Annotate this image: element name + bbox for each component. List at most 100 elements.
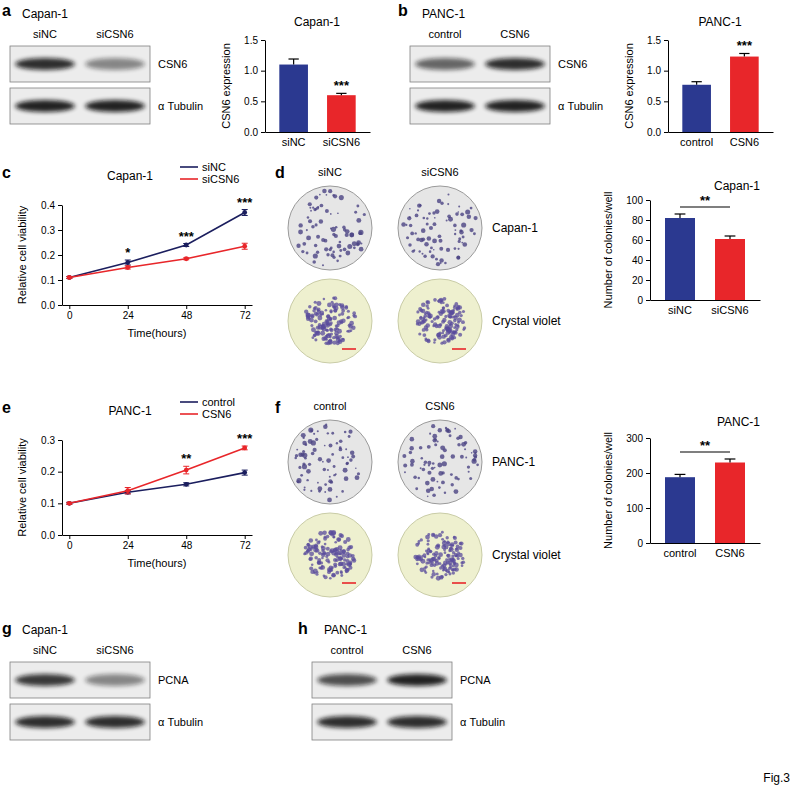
colony [454, 233, 456, 235]
tick-mark [646, 300, 650, 301]
cell [462, 310, 465, 313]
cell [342, 338, 345, 341]
cell [444, 315, 447, 318]
blot-membrane [10, 46, 150, 82]
colony [440, 445, 445, 450]
cell [315, 539, 318, 542]
colony [454, 247, 457, 250]
colony [438, 486, 441, 489]
tick-label: 0 [67, 310, 73, 321]
colony [326, 194, 328, 196]
x-axis-line [63, 535, 253, 536]
cell [453, 315, 456, 318]
cell [332, 573, 336, 577]
cell [445, 327, 449, 331]
panel-letter: d [275, 164, 285, 181]
cell [326, 341, 330, 345]
x-axis: 0244872 [63, 305, 253, 321]
cell [416, 319, 420, 323]
cell [349, 545, 353, 549]
tick-mark [58, 255, 62, 256]
colony [413, 475, 417, 479]
cell [441, 309, 446, 314]
cell [314, 330, 318, 334]
panel-letter: e [2, 399, 11, 416]
cell [433, 338, 436, 341]
band-label: α Tubulin [460, 716, 505, 728]
band-label: PCNA [158, 674, 189, 686]
cell [334, 328, 337, 331]
colony [431, 467, 434, 470]
row-label: Crystal violet [492, 314, 561, 328]
cell [436, 544, 440, 548]
tick-label: 40 [632, 255, 644, 266]
cell [426, 300, 430, 304]
colony [359, 247, 364, 252]
colony [467, 465, 470, 468]
cell [333, 558, 337, 562]
cell [330, 328, 334, 332]
cell [453, 326, 456, 329]
tick: siNC [282, 132, 306, 148]
cell [415, 555, 419, 559]
cell [457, 324, 460, 327]
cell [452, 551, 455, 554]
colony [426, 217, 428, 219]
cell [453, 568, 457, 572]
lane-label: siNC [33, 28, 57, 40]
colony [434, 443, 437, 446]
colony [427, 471, 431, 475]
cell [446, 338, 450, 342]
cell [415, 543, 419, 547]
cell [306, 543, 310, 547]
colony [423, 464, 425, 466]
error-cap [183, 473, 189, 474]
colony [461, 442, 466, 447]
cell [427, 552, 430, 555]
tick-mark [245, 305, 246, 309]
cell [318, 531, 323, 536]
cell [427, 539, 430, 542]
colony [453, 224, 457, 228]
tick: 0 [67, 535, 73, 551]
cell [329, 309, 332, 312]
colony [327, 469, 329, 471]
cell [316, 301, 321, 306]
tick: 20 [632, 275, 650, 286]
colony [434, 217, 436, 219]
band [415, 58, 475, 70]
plate-image [398, 420, 482, 504]
colony [460, 455, 464, 459]
bar [665, 218, 695, 300]
colony [357, 472, 360, 475]
line-chart: 0.00.10.20.30244872controlCSN6PANC-1Rela… [16, 396, 253, 569]
cell [341, 550, 345, 554]
error-bar [679, 214, 680, 218]
cell [323, 298, 325, 300]
cell [347, 310, 350, 313]
lane-label: CSN6 [500, 28, 529, 40]
tick: 1.0 [244, 65, 265, 76]
colony [329, 444, 333, 448]
blot-membrane [410, 88, 550, 124]
colony [429, 226, 433, 230]
micrograph [398, 513, 482, 597]
tick-mark [646, 240, 650, 241]
micrograph [288, 513, 372, 597]
tick-mark [261, 71, 265, 72]
cell [336, 341, 340, 345]
cell [432, 534, 435, 537]
tick-label: 0.0 [244, 127, 258, 138]
colony [456, 256, 460, 260]
colony [412, 250, 415, 253]
tick: 100 [626, 195, 650, 206]
line-chart: 0.00.10.20.30.40244872siNCsiCSN6Capan-1R… [16, 161, 253, 339]
point [125, 260, 130, 265]
plot-area [66, 210, 247, 280]
colony [438, 428, 442, 432]
band [15, 716, 75, 728]
cell [427, 543, 430, 546]
band [317, 716, 377, 728]
lane-label: control [330, 644, 363, 656]
colony [322, 189, 327, 194]
